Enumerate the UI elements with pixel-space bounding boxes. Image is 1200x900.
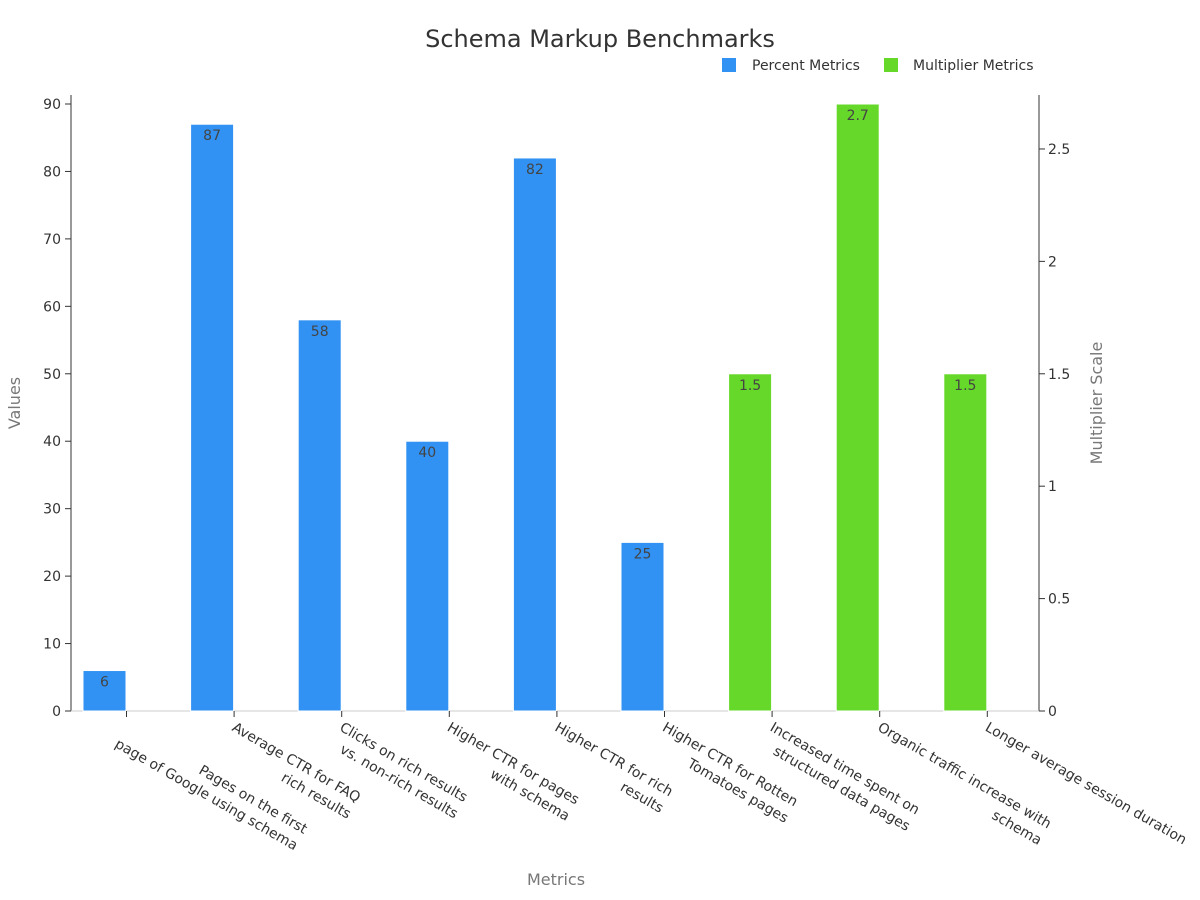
y-tick-label: 20 — [43, 569, 61, 585]
y-tick-label: 10 — [43, 637, 61, 653]
bar-value-label: 87 — [203, 128, 221, 144]
y-tick-label: 40 — [43, 434, 61, 450]
y-tick-label: 50 — [43, 367, 61, 383]
chart-title: Schema Markup Benchmarks — [425, 25, 775, 53]
legend-label-percent: Percent Metrics — [752, 58, 860, 74]
legend-swatch-multiplier — [884, 58, 898, 72]
bar — [512, 157, 557, 712]
y2-tick-label: 2.5 — [1048, 142, 1070, 158]
bar — [190, 123, 235, 712]
bar-value-label: 1.5 — [739, 378, 761, 394]
bar — [405, 440, 450, 712]
y2-axis-title: Multiplier Scale — [1087, 342, 1106, 465]
y-tick-label: 80 — [43, 164, 61, 180]
bar — [297, 319, 342, 712]
y2-tick-label: 2 — [1048, 254, 1057, 270]
y2-tick-label: 0.5 — [1048, 592, 1070, 608]
bar-value-label: 25 — [634, 546, 652, 562]
y-axis-title: Values — [5, 377, 24, 429]
bar — [728, 373, 773, 712]
y2-tick-label: 0 — [1048, 704, 1057, 720]
bars — [82, 103, 988, 712]
bar-value-label: 82 — [526, 162, 544, 178]
y2-axis-ticks: 0 0.5 1 1.5 2 2.5 — [1039, 142, 1070, 720]
bar — [943, 373, 988, 712]
bar-value-label: 2.7 — [847, 108, 869, 124]
bar — [620, 541, 665, 712]
x-axis-title: Metrics — [527, 870, 585, 889]
legend-label-multiplier: Multiplier Metrics — [913, 58, 1034, 74]
y-tick-label: 0 — [52, 704, 61, 720]
bar-value-labels: 6 87 58 40 82 25 1.5 2.7 1.5 — [100, 108, 976, 691]
y-tick-label: 90 — [43, 97, 61, 113]
bar-value-label: 1.5 — [954, 378, 976, 394]
bar-value-label: 6 — [100, 675, 109, 691]
y2-tick-label: 1.5 — [1048, 367, 1070, 383]
bar-value-label: 58 — [311, 324, 329, 340]
legend: Percent Metrics Multiplier Metrics — [722, 58, 1034, 74]
y2-tick-label: 1 — [1048, 479, 1057, 495]
bar — [82, 670, 127, 712]
bar-value-label: 40 — [418, 445, 436, 461]
y-axis-ticks: 0 10 20 30 40 50 60 70 80 90 — [43, 97, 71, 720]
bar — [835, 103, 880, 712]
y-tick-label: 30 — [43, 502, 61, 518]
legend-swatch-percent — [722, 58, 736, 72]
y-tick-label: 60 — [43, 299, 61, 315]
y-tick-label: 70 — [43, 232, 61, 248]
